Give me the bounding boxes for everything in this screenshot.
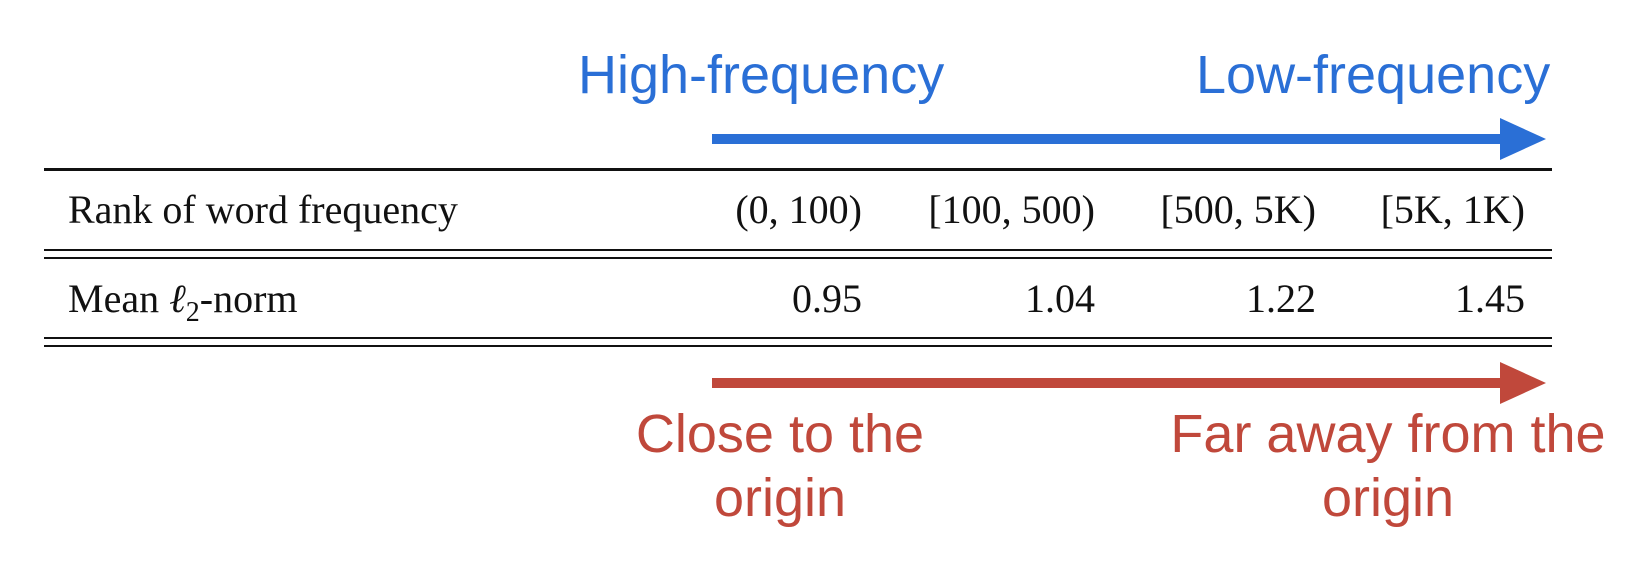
table-bottom-rule-2 bbox=[44, 345, 1552, 347]
header-cell-5k-1k: [5K, 1K) bbox=[1380, 187, 1525, 232]
close-to-origin-line1: Close to the bbox=[635, 404, 925, 464]
header-cell-0-100: (0, 100) bbox=[735, 187, 862, 232]
header-cell-100-500: [100, 500) bbox=[928, 187, 1095, 232]
table-header-rule-1 bbox=[44, 249, 1552, 251]
header-cell-500-5k: [500, 5K) bbox=[1160, 187, 1316, 232]
row-label-mean-norm: Mean ℓ2-norm bbox=[68, 276, 298, 327]
low-frequency-label: Low-frequency bbox=[1196, 45, 1551, 105]
far-from-origin-line1: Far away from the bbox=[1170, 404, 1606, 464]
high-frequency-label: High-frequency bbox=[578, 45, 945, 105]
value-cell-1-04: 1.04 bbox=[1025, 276, 1095, 321]
row-label-prefix: Mean bbox=[68, 276, 170, 321]
table-top-rule bbox=[44, 168, 1552, 171]
far-from-origin-label: Far away from the origin bbox=[1148, 402, 1628, 530]
table-header-rule-2 bbox=[44, 257, 1552, 259]
close-to-origin-label: Close to the origin bbox=[600, 402, 960, 530]
value-cell-1-45: 1.45 bbox=[1455, 276, 1525, 321]
close-to-origin-line2: origin bbox=[713, 468, 847, 528]
value-cell-0-95: 0.95 bbox=[792, 276, 862, 321]
row-label-subscript: 2 bbox=[185, 297, 200, 328]
row-label-ell: ℓ bbox=[169, 276, 186, 321]
far-from-origin-line2: origin bbox=[1321, 468, 1455, 528]
value-cell-1-22: 1.22 bbox=[1246, 276, 1316, 321]
row-label-suffix: -norm bbox=[199, 276, 298, 321]
table-bottom-rule-1 bbox=[44, 337, 1552, 339]
row-label-rank: Rank of word frequency bbox=[68, 187, 458, 232]
